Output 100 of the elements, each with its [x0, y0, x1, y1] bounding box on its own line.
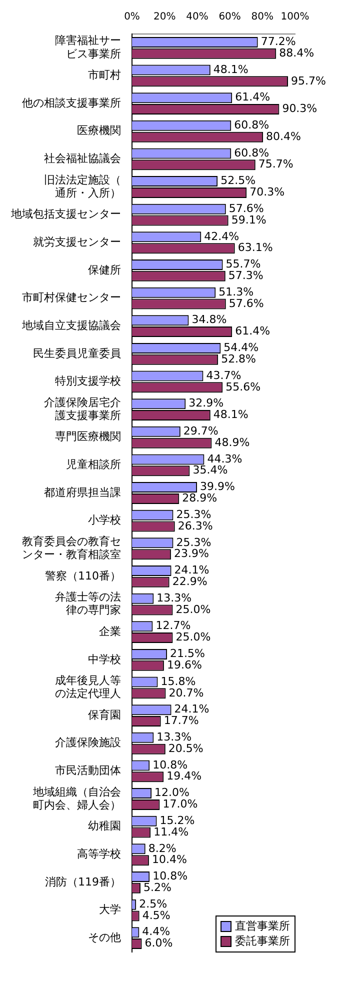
y-tick-label: 成年後見人等の法定代理人 [55, 674, 121, 700]
data-label: 11.4% [154, 825, 189, 838]
data-label: 13.3% [156, 591, 192, 604]
data-label: 90.3% [282, 102, 318, 116]
data-label: 19.4% [166, 770, 202, 783]
data-label: 25.3% [176, 536, 212, 549]
data-label: 88.4% [279, 46, 314, 60]
data-label: 34.8% [192, 313, 227, 326]
data-label: 17.0% [162, 798, 198, 811]
data-label: 4.4% [142, 925, 170, 938]
y-tick-label: その他 [88, 930, 121, 944]
data-label: 48.1% [213, 62, 248, 76]
data-label: 70.3% [250, 186, 285, 199]
y-tick-label: 介護保険居宅介護支援事業所 [44, 396, 121, 422]
y-tick-label: 地域包括支援センター [10, 208, 121, 221]
data-label: 10.8% [152, 758, 188, 772]
y-tick-label: 他の相談支援事業所 [22, 96, 121, 110]
data-label: 55.7% [226, 258, 261, 271]
data-label: 54.4% [224, 341, 259, 354]
data-label: 26.3% [178, 519, 213, 532]
data-label: 23.9% [174, 547, 209, 560]
x-tick-label: 40% [186, 12, 208, 23]
data-label: 6.0% [144, 936, 173, 950]
data-label: 25.3% [176, 508, 212, 521]
data-label: 17.7% [164, 714, 199, 728]
y-tick-label: 地域組織（自治会町内会、婦人会） [32, 785, 121, 812]
y-tick-label: 児童相談所 [66, 458, 121, 472]
legend-label: 委託事業所 [235, 934, 290, 948]
data-label: 57.6% [228, 296, 264, 310]
y-tick-label: 警察（110番） [45, 569, 121, 582]
data-label: 15.8% [160, 674, 196, 688]
y-tick-label: 企業 [99, 624, 121, 638]
data-label: 48.1% [213, 408, 248, 422]
data-label: 22.9% [172, 575, 208, 588]
data-label: 35.4% [192, 464, 228, 477]
y-tick-label: 市町村保健センター [22, 291, 121, 304]
y-tick-label: 幼稚園 [88, 820, 121, 833]
data-label: 19.6% [166, 658, 202, 672]
data-label: 20.5% [168, 742, 204, 755]
data-label: 32.9% [188, 396, 224, 410]
data-label: 57.6% [228, 202, 264, 215]
data-label: 55.6% [226, 380, 261, 394]
x-tick-label: 20% [153, 12, 176, 23]
y-tick-label: 就労支援センター [33, 235, 121, 248]
data-label: 59.1% [231, 213, 266, 226]
y-tick-label: 特別支援学校 [55, 374, 121, 388]
data-label: 44.3% [207, 452, 242, 466]
y-tick-label: 市町村 [88, 68, 121, 82]
data-label: 52.8% [221, 352, 256, 366]
data-label: 75.7% [258, 158, 294, 171]
y-tick-label: 社会福祉協議会 [44, 152, 121, 166]
y-tick-label: 地域自立支援協議会 [21, 318, 121, 332]
y-tick-label: 保育園 [88, 708, 121, 722]
data-label: 42.4% [204, 230, 240, 243]
data-label: 95.7% [290, 74, 326, 88]
y-tick-label: 市民活動団体 [55, 764, 121, 778]
y-tick-label: 民生委員児童委員 [33, 346, 121, 360]
data-label: 13.3% [156, 730, 192, 744]
y-tick-label: 障害福祉サービス事業所 [55, 34, 121, 60]
y-tick-label: 高等学校 [77, 847, 121, 860]
data-label: 52.5% [220, 174, 256, 188]
x-tick-label: 80% [251, 12, 274, 23]
data-label: 12.0% [154, 786, 190, 800]
data-label: 80.4% [266, 130, 302, 143]
data-label: 10.8% [152, 870, 188, 883]
data-label: 61.4% [235, 90, 270, 104]
y-tick-label: 旧法法定施設（通所・入所） [44, 173, 121, 200]
data-label: 10.4% [152, 853, 187, 866]
y-tick-label: 消防（119番） [45, 875, 121, 888]
data-label: 39.9% [200, 480, 235, 494]
data-label: 2.5% [139, 897, 168, 910]
y-tick-label: 医療機関 [77, 124, 121, 138]
data-label: 5.2% [143, 881, 172, 894]
data-label: 8.2% [148, 842, 176, 855]
data-label: 61.4% [235, 324, 270, 338]
y-tick-label: 大学 [99, 903, 121, 916]
data-label: 57.3% [228, 269, 264, 282]
data-label: 51.3% [218, 285, 254, 298]
data-label: 12.7% [156, 619, 191, 632]
data-label: 25.0% [176, 630, 211, 644]
data-label: 63.1% [238, 241, 273, 254]
y-tick-label: 中学校 [88, 652, 121, 666]
y-tick-label: 専門医療機関 [55, 430, 121, 444]
data-label: 24.1% [174, 702, 210, 716]
data-label: 60.8% [234, 146, 270, 160]
data-label: 4.5% [142, 908, 170, 922]
y-tick-label: 小学校 [88, 514, 121, 527]
data-label: 21.5% [170, 647, 205, 660]
data-label: 20.7% [168, 686, 204, 700]
y-tick-label: 弁護士等の法律の専門家 [55, 590, 121, 617]
y-tick-label: 保健所 [88, 263, 121, 276]
y-tick-label: 都道府県担当課 [44, 486, 121, 499]
data-label: 25.0% [176, 602, 211, 616]
y-tick-label: 教育委員会の教育センター・教育相談室 [22, 534, 121, 562]
data-label: 77.2% [260, 35, 296, 48]
data-label: 60.8% [234, 118, 270, 132]
x-tick-label: 0% [124, 12, 140, 23]
data-label: 29.7% [183, 424, 218, 438]
data-label: 24.1% [174, 564, 210, 577]
data-label: 48.9% [214, 436, 250, 449]
